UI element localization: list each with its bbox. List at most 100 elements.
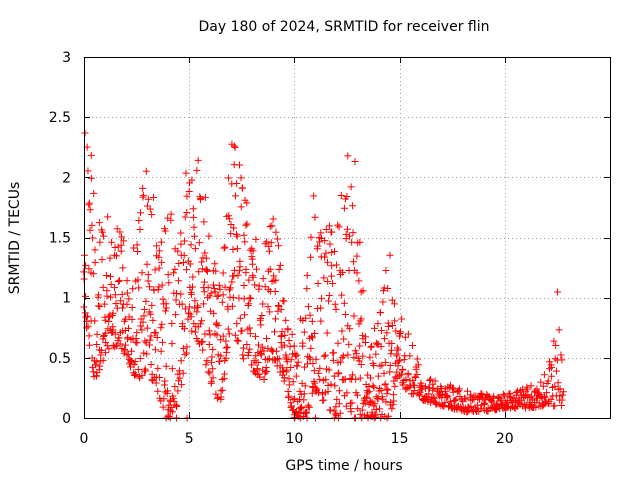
data-point xyxy=(134,365,142,373)
data-point xyxy=(463,387,471,395)
data-point xyxy=(214,292,222,300)
data-point xyxy=(437,383,445,391)
data-point xyxy=(285,336,293,344)
data-point xyxy=(329,279,337,287)
data-point xyxy=(172,289,180,297)
data-point xyxy=(497,397,505,405)
data-point xyxy=(239,344,247,352)
data-point xyxy=(304,303,312,311)
data-point xyxy=(157,347,165,355)
data-point xyxy=(170,398,178,406)
data-point xyxy=(381,381,389,389)
data-point xyxy=(265,355,273,363)
data-point xyxy=(299,339,307,347)
data-point xyxy=(230,272,238,280)
data-point xyxy=(104,213,112,221)
data-point xyxy=(102,272,110,280)
data-point xyxy=(387,350,395,358)
data-point xyxy=(331,300,339,308)
data-point xyxy=(387,346,395,354)
data-point xyxy=(123,289,131,297)
data-point xyxy=(138,326,146,334)
data-point xyxy=(394,362,402,370)
data-point xyxy=(390,391,398,399)
data-point xyxy=(386,251,394,259)
data-point xyxy=(350,312,358,320)
data-point xyxy=(142,297,150,305)
data-point xyxy=(213,331,221,339)
data-point xyxy=(124,324,132,332)
data-point xyxy=(441,399,449,407)
data-point xyxy=(134,247,142,255)
data-point xyxy=(388,339,396,347)
data-point xyxy=(322,375,330,383)
data-point xyxy=(343,193,351,201)
data-point xyxy=(281,331,289,339)
data-point xyxy=(524,391,532,399)
data-point xyxy=(167,210,175,218)
data-point xyxy=(170,269,178,277)
data-point xyxy=(309,360,317,368)
data-point xyxy=(505,392,513,400)
data-point xyxy=(178,300,186,308)
data-point xyxy=(155,247,163,255)
data-point xyxy=(144,271,152,279)
data-point xyxy=(227,220,235,228)
data-point xyxy=(357,288,365,296)
data-point xyxy=(233,232,241,240)
data-point xyxy=(314,242,322,250)
data-point xyxy=(177,357,185,365)
data-point xyxy=(293,351,301,359)
data-point xyxy=(310,367,318,375)
data-point xyxy=(155,264,163,272)
data-point xyxy=(488,398,496,406)
data-point xyxy=(397,370,405,378)
data-point xyxy=(287,363,295,371)
data-point xyxy=(245,349,253,357)
data-point xyxy=(161,381,169,389)
y-tick-label: 1 xyxy=(62,291,71,307)
data-point xyxy=(235,267,243,275)
data-point xyxy=(318,294,326,302)
data-point xyxy=(506,389,514,397)
data-point xyxy=(307,253,315,261)
data-point xyxy=(394,346,402,354)
data-point xyxy=(196,193,204,201)
data-point xyxy=(223,343,231,351)
data-point xyxy=(331,410,339,418)
data-point xyxy=(145,283,153,291)
data-point xyxy=(523,385,531,393)
data-point xyxy=(374,394,382,402)
data-point xyxy=(96,238,104,246)
data-point xyxy=(396,330,404,338)
data-point xyxy=(203,267,211,275)
data-point xyxy=(467,396,475,404)
data-point xyxy=(111,291,119,299)
data-point xyxy=(310,377,318,385)
data-point xyxy=(321,253,329,261)
data-point xyxy=(545,400,553,408)
data-point xyxy=(263,238,271,246)
data-point xyxy=(99,283,107,291)
plot-frame xyxy=(84,57,611,419)
data-point xyxy=(429,384,437,392)
data-point xyxy=(372,406,380,414)
data-point xyxy=(162,362,170,370)
data-point xyxy=(200,278,208,286)
data-point xyxy=(148,211,156,219)
data-point xyxy=(246,330,254,338)
data-point xyxy=(212,267,220,275)
data-point xyxy=(197,196,205,204)
data-point xyxy=(136,355,144,363)
data-point xyxy=(243,220,251,228)
data-point xyxy=(218,386,226,394)
data-point xyxy=(118,290,126,298)
data-point xyxy=(393,350,401,358)
data-point xyxy=(164,271,172,279)
data-point xyxy=(236,263,244,271)
data-point xyxy=(296,395,304,403)
data-point xyxy=(352,375,360,383)
data-point xyxy=(383,329,391,337)
data-point xyxy=(187,241,195,249)
data-point xyxy=(91,246,99,254)
